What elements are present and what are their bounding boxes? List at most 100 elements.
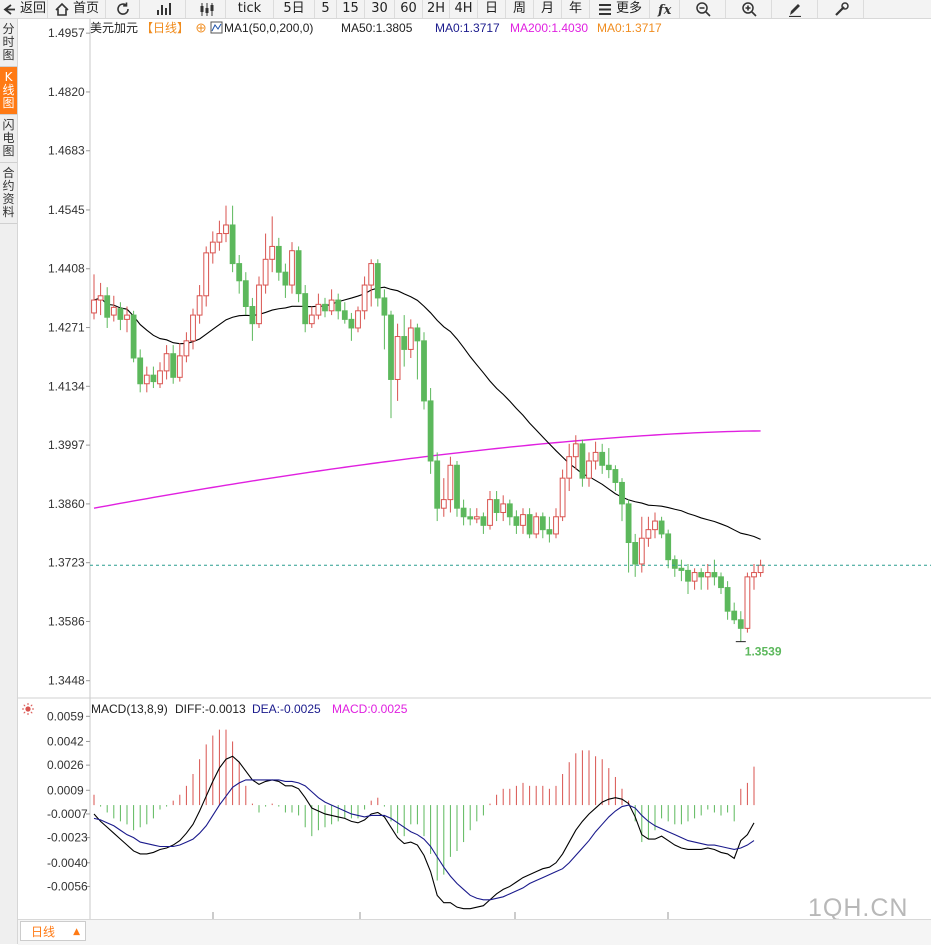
candle (612, 465, 619, 492)
candle-body (414, 327, 421, 342)
candle-body (440, 499, 447, 509)
macd-params: MACD(13,8,9) (91, 702, 168, 716)
candle-body (216, 233, 223, 243)
period-year[interactable]: 年 (562, 0, 590, 18)
candle (150, 366, 157, 389)
candle (137, 349, 144, 393)
candle (572, 435, 579, 470)
period-15[interactable]: 15 (337, 0, 365, 18)
zoom-in-icon (741, 1, 757, 17)
candle-body (355, 310, 361, 329)
candle (685, 563, 691, 595)
sidebar-tab-2[interactable]: 闪电图 (0, 115, 17, 163)
candle (236, 255, 243, 294)
candle (183, 332, 190, 363)
candle-body (143, 374, 150, 385)
settings-button[interactable] (818, 0, 864, 18)
candle (454, 460, 460, 517)
candle (645, 516, 652, 547)
indicator-toggle-icon[interactable] (210, 21, 223, 34)
candle (427, 388, 434, 474)
candle-body (506, 503, 513, 518)
candle (117, 302, 124, 331)
candle-body (685, 569, 691, 582)
home-button[interactable]: 首页 (48, 0, 106, 18)
candle (566, 443, 573, 492)
period-30[interactable]: 30 (365, 0, 395, 18)
zoom-out-icon (695, 1, 711, 17)
period-day-label: 日 (485, 1, 499, 16)
zoom-out-button[interactable] (680, 0, 726, 18)
sun-settings-icon[interactable] (22, 703, 34, 715)
candle (196, 285, 203, 324)
macd-value: MACD:0.0025 (332, 702, 408, 716)
candle (249, 297, 256, 341)
candle-body (328, 299, 335, 312)
period-15-label: 15 (342, 1, 359, 16)
candle (513, 510, 520, 534)
candle-body (269, 245, 276, 260)
candle (229, 205, 236, 273)
macd-value: DEA:-0.0025 (252, 702, 321, 716)
refresh-icon (115, 1, 131, 17)
indicator-line-icon (211, 23, 222, 32)
candle (599, 443, 606, 474)
candle (592, 441, 599, 470)
draw-button[interactable] (772, 0, 818, 18)
bar-chart-button[interactable] (140, 0, 186, 18)
tick-button[interactable]: tick (226, 0, 274, 18)
period-2h[interactable]: 2H (423, 0, 450, 18)
sidebar-tab-3[interactable]: 合约资料 (0, 163, 17, 224)
period-4h-label: 4H (454, 1, 473, 16)
candle-body (546, 529, 553, 535)
candle-body (704, 572, 711, 578)
candle-body (678, 567, 685, 571)
add-circle-icon[interactable] (196, 23, 206, 33)
candle (335, 293, 342, 320)
candle-body (566, 456, 573, 479)
candle (671, 555, 678, 577)
candle (97, 282, 104, 316)
ma200-line (93, 430, 761, 509)
candle-body (275, 245, 282, 273)
candle (731, 602, 738, 625)
period-tab[interactable]: 日线 ▲ (20, 921, 86, 941)
more-button[interactable]: 更多 (590, 0, 650, 18)
candle-body (130, 314, 137, 359)
candle (533, 512, 540, 539)
zoom-in-button[interactable] (726, 0, 772, 18)
candle-body (652, 520, 658, 531)
y-tick-label: 1.3860 (48, 497, 85, 511)
macd-y-tick-label: 0.0026 (47, 758, 84, 772)
candle (678, 559, 685, 582)
period-4h[interactable]: 4H (450, 0, 478, 18)
dea-line (93, 779, 755, 901)
candle-button[interactable] (186, 0, 226, 18)
candle (91, 274, 97, 320)
svg-text:fx: fx (657, 3, 672, 17)
candle-body (249, 306, 256, 325)
period-week[interactable]: 周 (506, 0, 534, 18)
candle (625, 499, 632, 573)
back-button[interactable]: 返回 (0, 0, 48, 18)
candle-body (97, 295, 104, 301)
y-tick-label: 1.4683 (48, 144, 85, 158)
candle-body (731, 610, 738, 621)
candle (302, 285, 309, 333)
sidebar-tab-0[interactable]: 分时图 (0, 19, 17, 67)
period-5day[interactable]: 5日 (274, 0, 315, 18)
period-5[interactable]: 5 (315, 0, 337, 18)
indicator-value: MA50:1.3805 (341, 21, 413, 35)
candle-body (698, 572, 705, 578)
period-month[interactable]: 月 (534, 0, 562, 18)
period-day[interactable]: 日 (478, 0, 506, 18)
sun-ray (30, 704, 33, 707)
candle-body (170, 353, 177, 378)
refresh-button[interactable] (106, 0, 140, 18)
candle (473, 508, 480, 524)
candle-body (137, 357, 144, 385)
period-60[interactable]: 60 (395, 0, 423, 18)
formula-button[interactable]: fx (650, 0, 680, 18)
candle (493, 491, 500, 522)
